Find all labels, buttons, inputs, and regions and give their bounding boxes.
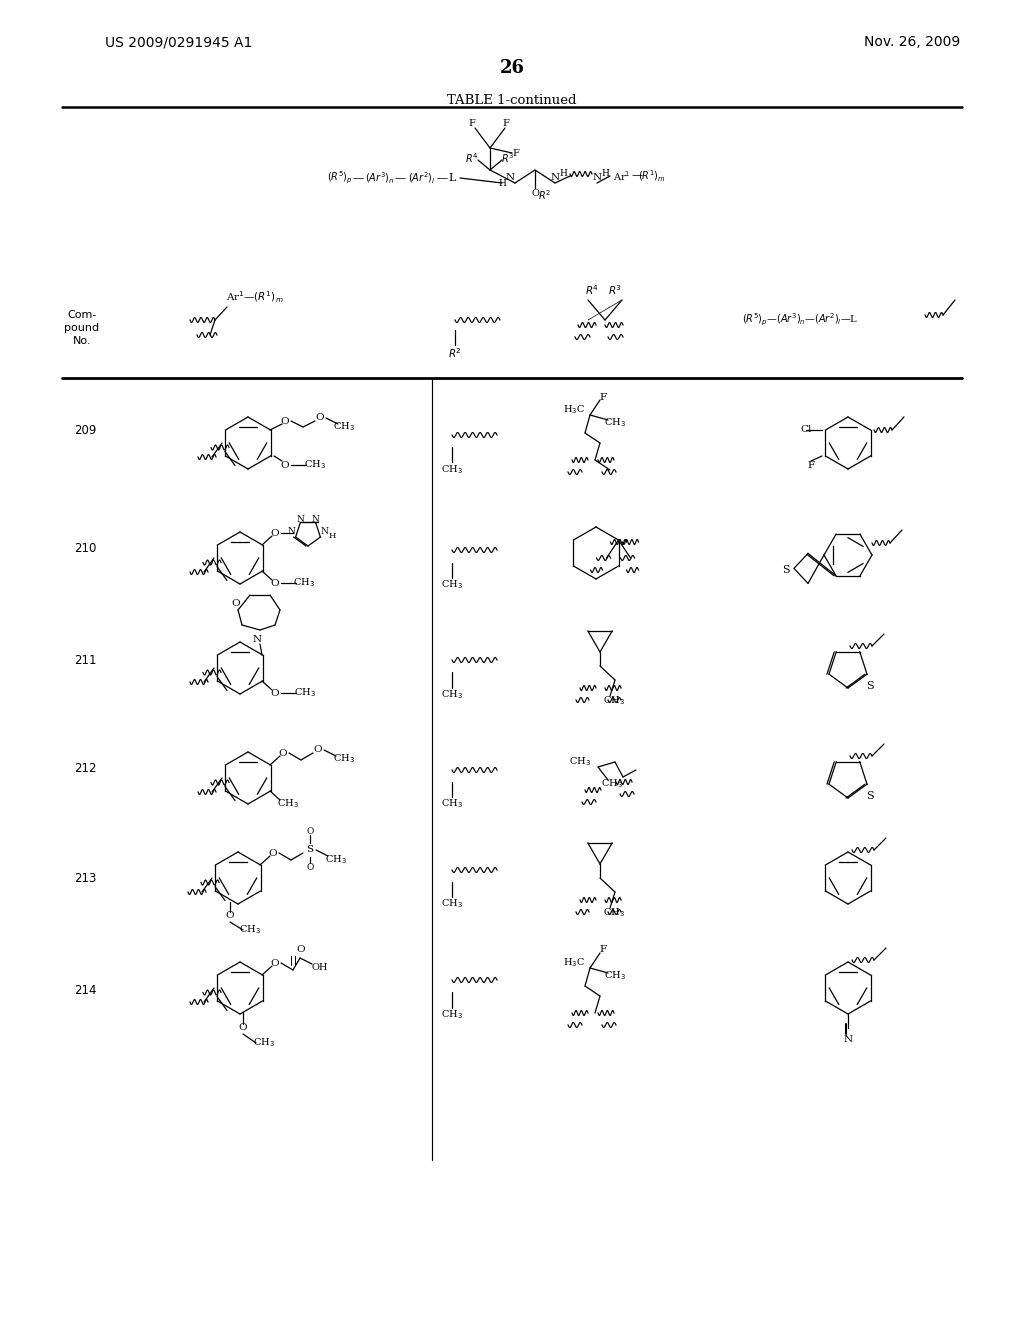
Text: $R^4$: $R^4$ [465, 150, 479, 165]
Text: CH$_3$: CH$_3$ [569, 755, 591, 768]
Text: F: F [599, 392, 606, 401]
Text: N: N [506, 173, 515, 182]
Text: $(Ar^2)_l$: $(Ar^2)_l$ [409, 170, 436, 186]
Text: O: O [281, 417, 290, 425]
Text: 209: 209 [74, 424, 96, 437]
Text: Com-: Com- [68, 310, 96, 319]
Text: CH$_3$: CH$_3$ [603, 694, 625, 708]
Text: $(R^5)_p$: $(R^5)_p$ [327, 170, 353, 186]
Text: OH: OH [311, 962, 329, 972]
Text: CH$_3$: CH$_3$ [441, 463, 463, 477]
Text: O: O [231, 599, 241, 609]
Text: Nov. 26, 2009: Nov. 26, 2009 [864, 36, 961, 49]
Text: H$_3$C: H$_3$C [563, 404, 585, 416]
Text: No.: No. [73, 337, 91, 346]
Text: CH$_3$: CH$_3$ [239, 924, 261, 936]
Text: $(R^5)_p$—$(Ar^3)_n$—$(Ar^2)_l$—L: $(R^5)_p$—$(Ar^3)_n$—$(Ar^2)_l$—L [741, 312, 858, 329]
Text: CH$_3$: CH$_3$ [604, 970, 626, 982]
Text: O: O [268, 849, 278, 858]
Text: CH$_3$: CH$_3$ [601, 777, 623, 791]
Text: N: N [551, 173, 559, 182]
Text: Ar$^1$: Ar$^1$ [613, 169, 631, 183]
Text: H$_3$C: H$_3$C [563, 957, 585, 969]
Text: H: H [329, 532, 336, 540]
Text: N: N [296, 515, 304, 524]
Text: 213: 213 [74, 871, 96, 884]
Text: CH$_3$: CH$_3$ [293, 577, 315, 590]
Text: O: O [306, 826, 313, 836]
Text: F: F [808, 461, 814, 470]
Text: CH$_3$: CH$_3$ [325, 854, 347, 866]
Text: F: F [503, 120, 509, 128]
Text: O: O [531, 189, 539, 198]
Text: $R^4$: $R^4$ [585, 282, 599, 297]
Text: CH$_3$: CH$_3$ [604, 417, 626, 429]
Text: pound: pound [65, 323, 99, 333]
Text: Ar$^1$—$(R^1)_m$: Ar$^1$—$(R^1)_m$ [226, 289, 284, 305]
Text: CH$_3$: CH$_3$ [333, 752, 355, 766]
Text: O: O [306, 862, 313, 871]
Text: N: N [311, 515, 318, 524]
Text: O: O [239, 1023, 248, 1032]
Text: CH$_3$: CH$_3$ [253, 1036, 274, 1049]
Text: O: O [279, 748, 288, 758]
Text: TABLE 1-continued: TABLE 1-continued [447, 94, 577, 107]
Text: CH$_3$: CH$_3$ [294, 686, 316, 700]
Text: CH$_3$: CH$_3$ [304, 458, 326, 471]
Text: N: N [844, 1035, 853, 1044]
Text: $R^3$: $R^3$ [502, 150, 515, 165]
Text: H: H [559, 169, 567, 177]
Text: $(Ar^3)_n$: $(Ar^3)_n$ [366, 170, 394, 186]
Text: S: S [866, 791, 873, 801]
Text: 214: 214 [74, 983, 96, 997]
Text: N: N [287, 528, 295, 536]
Text: —: — [632, 170, 643, 180]
Text: S: S [306, 846, 313, 854]
Text: N: N [253, 635, 261, 644]
Text: CH$_3$: CH$_3$ [333, 421, 355, 433]
Text: 212: 212 [74, 762, 96, 775]
Text: $(R^1)_m$: $(R^1)_m$ [638, 168, 666, 183]
Text: Cl: Cl [801, 425, 812, 434]
Text: 211: 211 [74, 653, 96, 667]
Text: O: O [270, 958, 280, 968]
Text: CH$_3$: CH$_3$ [441, 689, 463, 701]
Text: S: S [866, 681, 873, 690]
Text: US 2009/0291945 A1: US 2009/0291945 A1 [105, 36, 252, 49]
Text: —: — [394, 173, 406, 183]
Text: O: O [315, 413, 325, 422]
Text: L: L [449, 173, 456, 183]
Text: N: N [593, 173, 601, 182]
Text: CH$_3$: CH$_3$ [441, 1008, 463, 1022]
Text: 26: 26 [500, 59, 524, 77]
Text: $R^2$: $R^2$ [539, 187, 552, 202]
Text: CH$_3$: CH$_3$ [441, 898, 463, 911]
Text: $R^2$: $R^2$ [449, 346, 462, 360]
Text: CH$_3$: CH$_3$ [278, 797, 299, 810]
Text: —: — [436, 173, 447, 183]
Text: H: H [601, 169, 609, 177]
Text: 210: 210 [74, 541, 96, 554]
Text: O: O [225, 912, 234, 920]
Text: S: S [782, 565, 790, 576]
Text: F: F [599, 945, 606, 954]
Text: CH$_3$: CH$_3$ [441, 797, 463, 810]
Text: —: — [352, 173, 364, 183]
Text: O: O [297, 945, 305, 954]
Text: O: O [270, 689, 280, 697]
Text: CH$_3$: CH$_3$ [441, 578, 463, 591]
Text: O: O [313, 746, 323, 755]
Text: H: H [498, 178, 506, 187]
Text: O: O [270, 578, 280, 587]
Text: F: F [469, 120, 475, 128]
Text: CH$_3$: CH$_3$ [603, 907, 625, 920]
Text: N: N [321, 528, 328, 536]
Text: O: O [270, 528, 280, 537]
Text: F: F [513, 149, 519, 157]
Text: O: O [281, 461, 290, 470]
Text: $R^3$: $R^3$ [608, 282, 622, 297]
